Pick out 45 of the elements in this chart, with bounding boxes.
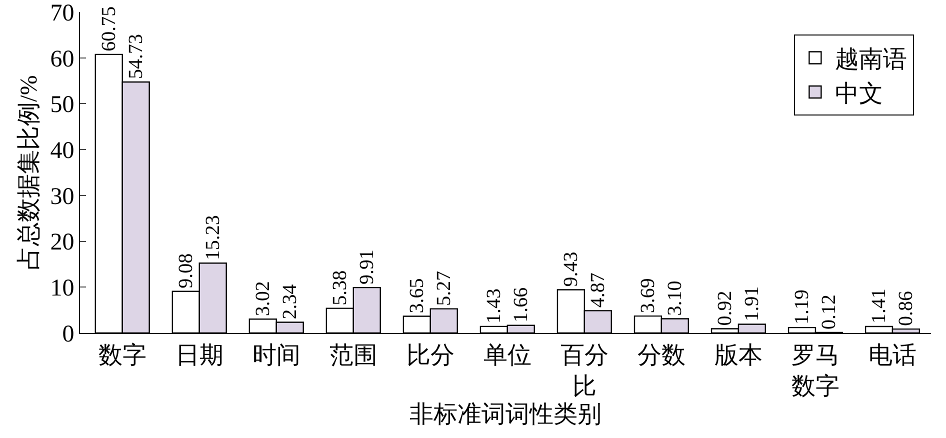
x-tick-label: 日期 (175, 342, 224, 369)
data-label: 9.91 (356, 250, 378, 285)
legend-label: 中文 (835, 80, 884, 108)
y-tick-label: 10 (50, 276, 74, 302)
data-label: 0.92 (714, 290, 736, 326)
y-tick-label: 50 (50, 92, 74, 118)
data-label: 1.91 (740, 286, 763, 322)
y-tick-label: 60 (50, 46, 74, 72)
x-tick-label: 范围 (329, 342, 378, 369)
data-label: 15.23 (202, 215, 224, 260)
data-label: 3.02 (252, 281, 274, 316)
x-tick-label: 数字 (98, 342, 146, 369)
data-label: 1.66 (510, 287, 532, 322)
data-label: 1.41 (868, 288, 890, 324)
x-tick-label: 百分比 (560, 342, 608, 400)
data-label: 4.87 (586, 272, 609, 308)
data-label: 9.43 (560, 252, 582, 287)
y-tick-label: 70 (50, 0, 74, 26)
x-tick-label: 电话 (868, 342, 916, 369)
x-tick-label: 版本 (714, 342, 762, 369)
data-label: 54.73 (124, 34, 147, 80)
x-tick-label: 罗马数字 (791, 342, 840, 400)
data-label: 3.65 (406, 278, 428, 314)
x-tick-label: 时间 (252, 342, 300, 369)
data-label: 2.34 (278, 284, 301, 320)
y-axis-title: 占总数据集比例/% (16, 75, 42, 270)
x-tick-label: 分数 (637, 342, 686, 369)
data-label: 1.19 (791, 290, 813, 325)
data-label: 3.10 (664, 280, 686, 316)
data-label: 0.12 (818, 294, 840, 330)
y-tick-label: 0 (62, 321, 74, 348)
x-axis-title: 非标准词词性类别 (410, 402, 602, 428)
y-tick-label: 30 (50, 184, 74, 210)
data-label: 5.27 (432, 270, 455, 306)
data-label: 5.38 (328, 270, 351, 306)
y-tick-label: 40 (50, 138, 74, 164)
data-label: 1.43 (482, 288, 505, 324)
y-tick-label: 20 (50, 230, 74, 256)
data-label: 0.86 (894, 291, 917, 326)
legend-label: 越南语 (835, 47, 908, 74)
data-label: 60.75 (98, 6, 120, 52)
data-label: 9.08 (174, 253, 197, 288)
x-tick-label: 单位 (483, 342, 532, 369)
x-tick-label: 比分 (406, 342, 454, 369)
data-label: 3.69 (636, 278, 659, 314)
